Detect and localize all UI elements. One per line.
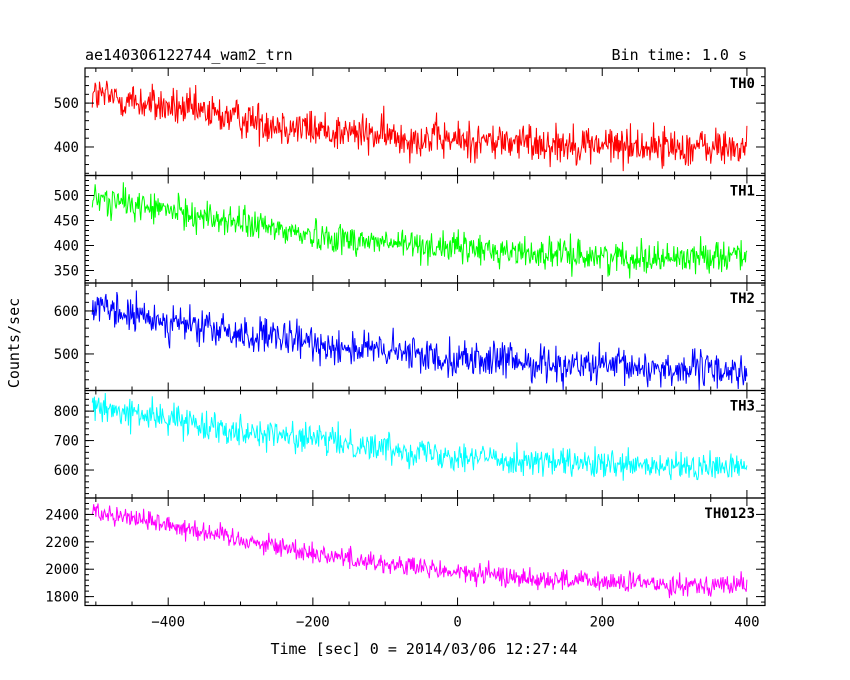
- panel-frame: [84, 389, 766, 499]
- panel-frame: [84, 67, 766, 177]
- y-tick-label: 800: [54, 404, 79, 420]
- y-tick-label: 2400: [45, 507, 79, 523]
- y-tick-label: 1800: [45, 590, 79, 606]
- panel-frame: [84, 497, 766, 607]
- y-tick-label: 450: [54, 214, 79, 230]
- y-axis-label: Counts/sec: [5, 298, 23, 388]
- panels-group: 400 500 TH0 350 400 450 500 TH1 500 600 TH2 600 700 8…: [45, 67, 766, 631]
- x-axis-label: Time [sec] 0 = 2014/03/06 12:27:44: [270, 640, 577, 658]
- panel-label-th0: TH0: [730, 76, 755, 92]
- series-line-th3: [91, 392, 748, 481]
- series-line-th0123: [91, 503, 748, 599]
- chart-title: ae140306122744_wam2_trn: [85, 46, 293, 64]
- y-tick-label: 600: [54, 463, 79, 479]
- x-tick-label: 0: [453, 615, 461, 631]
- bin-time-label: Bin time: 1.0 s: [612, 46, 747, 64]
- y-tick-label: 600: [54, 304, 79, 320]
- panel-label-th1: TH1: [730, 184, 755, 200]
- panel-label-th3: TH3: [730, 399, 755, 415]
- y-tick-label: 700: [54, 434, 79, 450]
- y-tick-label: 500: [54, 347, 79, 363]
- x-tick-label: −200: [296, 615, 330, 631]
- y-tick-label: 500: [54, 96, 79, 112]
- x-tick-label: −400: [151, 615, 185, 631]
- panel-frame: [84, 174, 766, 284]
- y-tick-label: 400: [54, 239, 79, 255]
- y-tick-label: 500: [54, 189, 79, 205]
- y-tick-label: 400: [54, 140, 79, 156]
- series-line-th1: [91, 182, 748, 279]
- x-tick-label: 400: [734, 615, 759, 631]
- y-tick-label: 2000: [45, 562, 79, 578]
- y-tick-label: 350: [54, 264, 79, 280]
- series-line-th2: [91, 290, 748, 391]
- panel-frame: [84, 282, 766, 392]
- y-tick-label: 2200: [45, 535, 79, 551]
- series-line-th0: [91, 80, 748, 172]
- panel-label-th2: TH2: [730, 291, 755, 307]
- panel-label-th0123: TH0123: [704, 506, 755, 522]
- x-tick-label: 200: [590, 615, 615, 631]
